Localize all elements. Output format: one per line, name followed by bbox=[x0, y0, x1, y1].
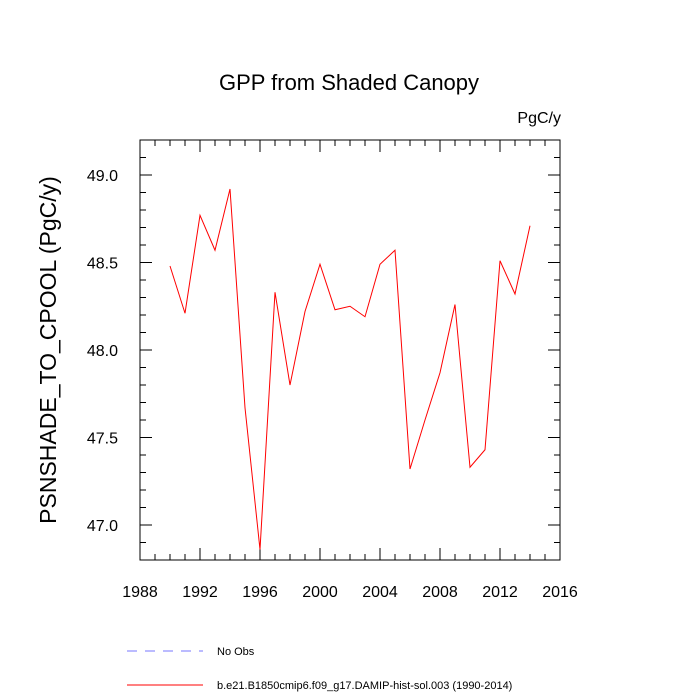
x-tick-label: 2016 bbox=[542, 584, 578, 601]
x-tick-label: 1992 bbox=[182, 584, 218, 601]
y-axis-title: PSNSHADE_TO_CPOOL (PgC/y) bbox=[35, 176, 61, 524]
legend: No Obs b.e21.B1850cmip6.f09_g17.DAMIP-his… bbox=[127, 646, 512, 692]
y-tick-label: 48.5 bbox=[87, 256, 118, 273]
y-tick-label: 48.0 bbox=[87, 343, 118, 360]
x-tick-label: 2012 bbox=[482, 584, 518, 601]
legend-label: No Obs bbox=[217, 646, 255, 658]
x-tick-label: 2008 bbox=[422, 584, 458, 601]
x-tick-label: 2004 bbox=[362, 584, 398, 601]
y-tick-label: 47.0 bbox=[87, 518, 118, 535]
series-layer bbox=[169, 188, 531, 550]
legend-label: b.e21.B1850cmip6.f09_g17.DAMIP-hist-sol.… bbox=[217, 680, 512, 692]
plot-frame bbox=[139, 139, 561, 561]
plot-area bbox=[139, 139, 561, 561]
y-tick-label: 49.0 bbox=[87, 168, 118, 185]
series-line bbox=[169, 188, 531, 550]
y-tick-label: 47.5 bbox=[87, 431, 118, 448]
axis-ticks: 1988 1992 1996 2000 2004 2008 2012 2016 47.0 47.5… bbox=[87, 139, 578, 601]
x-tick-label: 1996 bbox=[242, 584, 278, 601]
x-tick-label: 1988 bbox=[122, 584, 158, 601]
chart-title: GPP from Shaded Canopy bbox=[219, 70, 479, 95]
chart-units-label: PgC/y bbox=[517, 110, 561, 127]
x-tick-label: 2000 bbox=[302, 584, 338, 601]
